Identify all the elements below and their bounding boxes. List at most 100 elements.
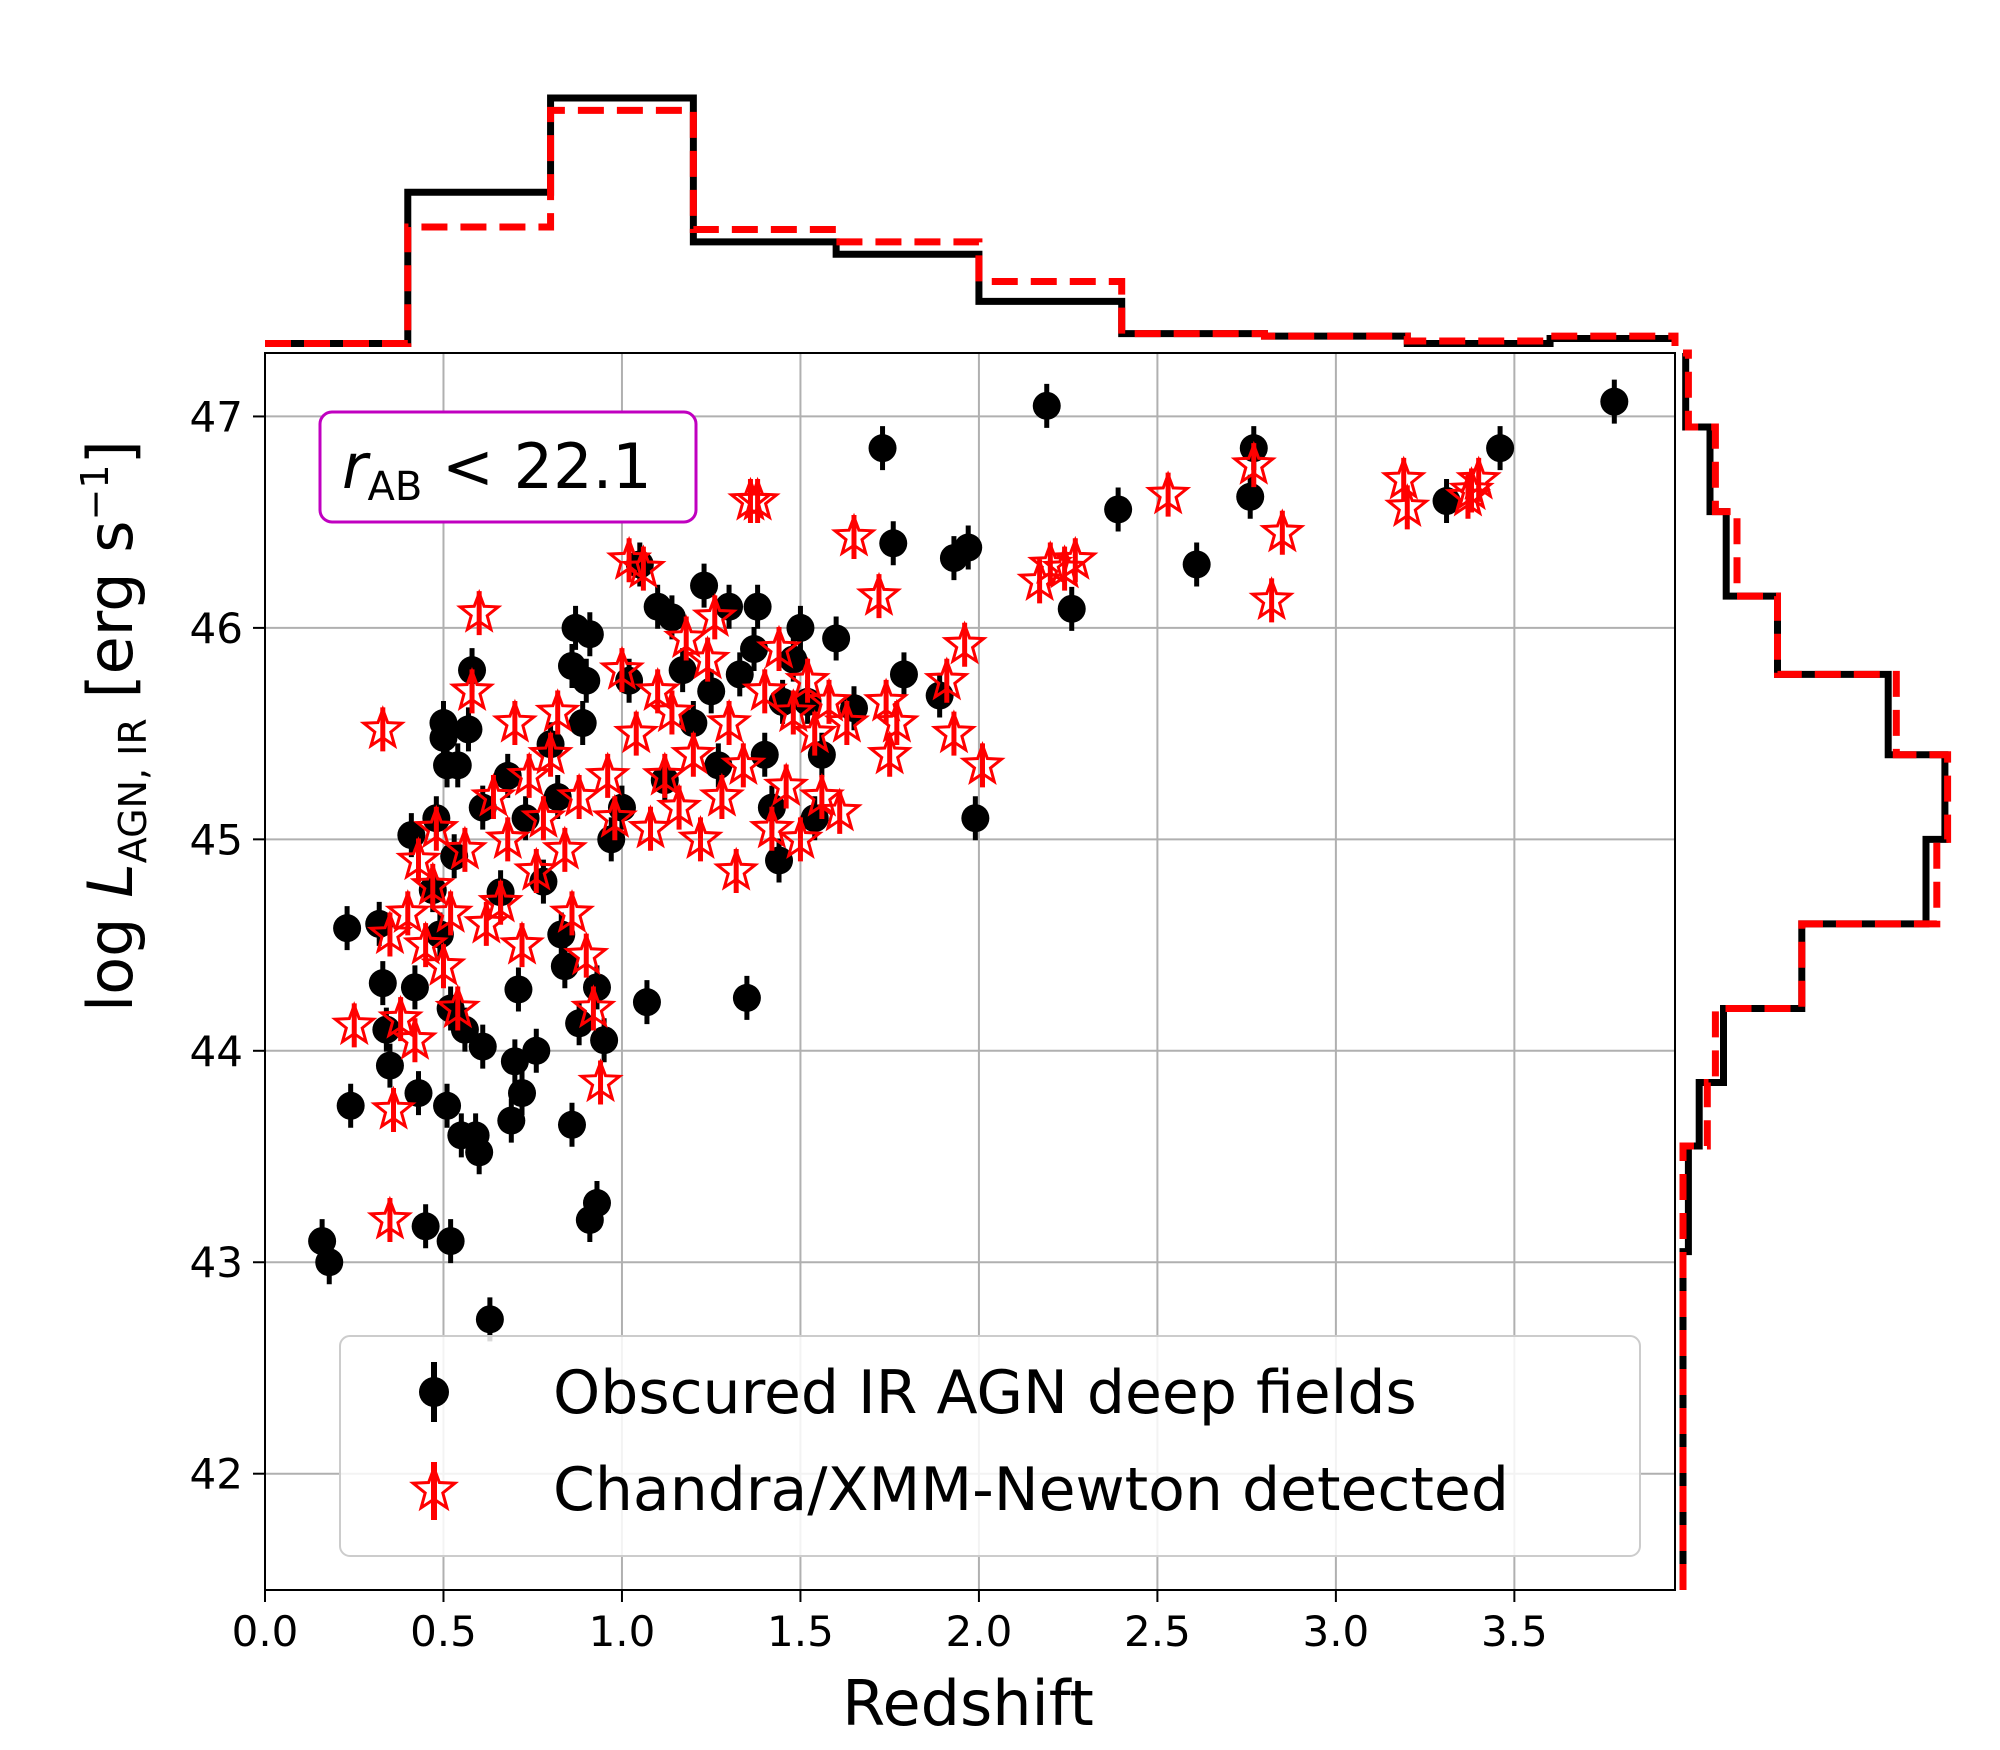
obscured-point <box>822 624 851 653</box>
obscured-point <box>547 920 576 949</box>
xray-point <box>366 910 414 955</box>
y-tick-label: 46 <box>190 604 243 653</box>
xray-point <box>734 476 781 521</box>
xray-point <box>402 920 449 965</box>
y-tick-label: 44 <box>190 1027 243 1076</box>
obscured-point <box>868 434 897 463</box>
xray-point <box>713 846 760 891</box>
xray-point <box>641 751 688 796</box>
xray-point <box>413 804 460 849</box>
legend-label-obscured: Obscured IR AGN deep fields <box>553 1358 1417 1428</box>
legend-label-xray: Chandra/XMM-Newton detected <box>553 1455 1509 1525</box>
y-tick-label: 47 <box>190 392 243 441</box>
y-axis-label-prefix: log <box>74 898 147 1012</box>
luminosity-histogram-obscured <box>1679 349 1949 1590</box>
xray-point <box>409 861 456 906</box>
xray-point <box>863 677 910 722</box>
x-tick-label: 3.5 <box>1481 1607 1548 1656</box>
xray-point <box>763 762 810 807</box>
xray-point <box>941 620 988 665</box>
obscured-point <box>550 952 579 981</box>
obscured-point <box>336 1091 365 1120</box>
obscured-point <box>565 1009 594 1038</box>
y-axis-label: log LAGN, IR [erg s−1] <box>73 440 155 1012</box>
obscured-point <box>732 983 761 1012</box>
x-tick-label: 0.0 <box>232 1607 299 1656</box>
legend-marker-xray <box>409 1462 459 1520</box>
obscured-point <box>697 677 726 706</box>
xray-point <box>1230 440 1277 485</box>
obscured-point <box>497 1106 526 1135</box>
obscured-point <box>375 1051 404 1080</box>
y-axis-label-exponent: −1 <box>73 464 117 520</box>
obscured-point <box>668 656 697 685</box>
obscured-point <box>704 751 733 780</box>
xray-point <box>556 772 603 817</box>
xray-point <box>663 614 710 659</box>
y-tick-label: 43 <box>190 1238 243 1287</box>
obscured-point <box>961 804 990 833</box>
xray-point <box>527 730 574 775</box>
redshift-histogram-xray <box>265 106 1679 348</box>
obscured-point <box>657 603 686 632</box>
grid <box>264 353 1675 1590</box>
obscured-point <box>1600 387 1629 416</box>
xray-point <box>377 994 424 1039</box>
obscured-point <box>568 709 597 738</box>
annotation-box <box>318 410 698 524</box>
annotation-relation: < 22.1 <box>422 430 651 503</box>
obscured-point <box>582 1189 611 1218</box>
xray-point <box>748 804 795 849</box>
redshift-histogram-obscured <box>265 94 1679 348</box>
xray-point <box>491 698 538 743</box>
obscured-point <box>1182 550 1211 579</box>
obscured-point <box>504 975 533 1004</box>
y-tick-label: 42 <box>190 1450 243 1499</box>
luminosity-histogram-xray <box>1679 349 1952 1590</box>
xray-point <box>923 656 970 701</box>
annotation-subscript: AB <box>368 464 423 510</box>
obscured-point <box>786 613 815 642</box>
xray-point <box>427 889 474 933</box>
obscured-point <box>511 804 540 833</box>
obscured-point <box>500 1047 529 1076</box>
x-tick-label: 2.5 <box>1124 1607 1191 1656</box>
obscured-point <box>429 709 458 738</box>
xray-point <box>384 889 431 933</box>
xray-point <box>855 571 903 616</box>
xray-point <box>705 698 753 743</box>
obscured-point <box>315 1248 344 1277</box>
xray-point <box>720 741 767 785</box>
xray-point <box>816 787 863 832</box>
xray-point <box>484 815 531 859</box>
obscured-point <box>765 846 794 875</box>
obscured-point <box>436 1227 465 1256</box>
xray-point <box>570 984 617 1029</box>
obscured-point <box>400 973 429 1002</box>
plot-frame <box>264 352 1676 1591</box>
xray-point <box>420 941 467 986</box>
xray-point <box>656 783 703 828</box>
obscured-point <box>443 751 472 780</box>
obscured-point <box>715 592 744 621</box>
xray-point <box>448 667 496 711</box>
xray-point <box>620 544 667 589</box>
xray-point <box>1455 455 1502 500</box>
obscured-point <box>411 1212 440 1241</box>
obscured-point <box>879 529 908 558</box>
xray-point <box>866 730 913 775</box>
xray-point <box>391 1015 438 1060</box>
xray-point <box>627 804 674 849</box>
y-axis-label-unit: [erg s <box>74 520 147 718</box>
obscured-point <box>425 920 454 949</box>
obscured-point <box>508 1079 537 1108</box>
annotation-text: rAB < 22.1 <box>342 430 652 510</box>
xray-point <box>805 677 853 722</box>
obscured-point <box>1104 495 1133 524</box>
obscured-point <box>404 1079 433 1108</box>
xray-point <box>366 1195 414 1240</box>
xray-point <box>1145 470 1192 515</box>
xray-point <box>598 645 646 690</box>
xray-point <box>359 705 406 750</box>
